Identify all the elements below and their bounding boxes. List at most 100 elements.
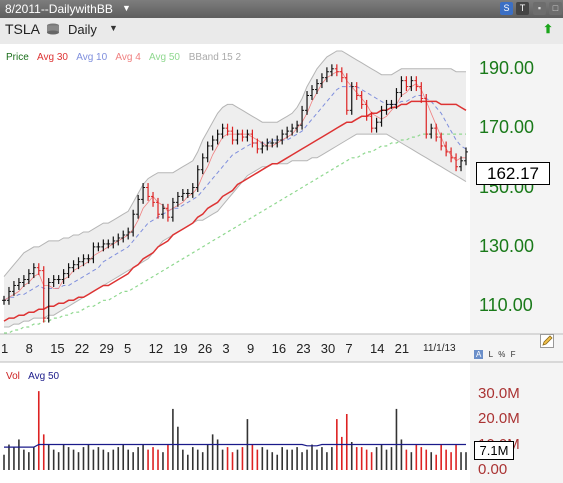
price-bar xyxy=(6,286,11,305)
t-icon[interactable]: T xyxy=(516,2,529,15)
legend-vol[interactable]: Vol xyxy=(6,371,20,382)
price-bar xyxy=(285,126,290,139)
price-bar xyxy=(379,105,384,127)
scale-toggle-a[interactable]: A xyxy=(474,350,484,359)
price-bar xyxy=(384,99,389,115)
price-bar xyxy=(156,197,160,219)
price-bar xyxy=(240,129,245,142)
legend-bband[interactable]: BBand 15 2 xyxy=(188,52,242,63)
window-titlebar: 8/2011--DailywithBB ▼ S T ▪ □ xyxy=(0,0,563,18)
legend-vol-avg[interactable]: Avg 50 xyxy=(28,371,60,382)
price-bar xyxy=(235,129,240,145)
price-bar xyxy=(165,203,170,222)
price-bar xyxy=(399,76,404,97)
scale-toggle-f[interactable]: F xyxy=(510,350,516,359)
price-bar xyxy=(305,91,310,115)
volume-tick-label: 20.0M xyxy=(478,410,520,428)
price-bar xyxy=(51,275,56,287)
pencil-icon[interactable] xyxy=(540,334,554,348)
volume-axis-panel xyxy=(470,362,563,483)
price-bar xyxy=(265,138,270,151)
bband-lower-line xyxy=(4,133,467,328)
price-bar xyxy=(349,82,354,115)
price-tick-label: 170.00 xyxy=(479,117,535,138)
symbol-field[interactable]: TSLA xyxy=(5,21,41,37)
price-bar xyxy=(359,91,364,109)
price-bar xyxy=(329,64,334,77)
scale-toggle-percent[interactable]: % xyxy=(498,350,506,359)
price-bar xyxy=(190,183,195,198)
legend-avg4[interactable]: Avg 4 xyxy=(115,52,141,63)
price-bar xyxy=(245,129,250,142)
price-bar xyxy=(369,111,374,133)
last-date-label: 11/1/13 xyxy=(423,343,456,354)
s-icon[interactable]: S xyxy=(500,2,513,15)
date-tick-label: 26 xyxy=(197,341,213,356)
price-bar xyxy=(106,239,111,249)
price-bar xyxy=(146,183,151,201)
legend-price[interactable]: Price xyxy=(6,52,29,63)
date-tick-label: 3 xyxy=(222,341,230,356)
price-bar xyxy=(255,138,260,154)
price-bar xyxy=(290,123,295,136)
price-bar xyxy=(180,189,185,201)
price-bar xyxy=(459,156,464,172)
price-bar xyxy=(364,99,369,121)
legend-avg50[interactable]: Avg 50 xyxy=(149,52,180,63)
date-tick-label: 16 xyxy=(271,341,287,356)
scale-toggle-l[interactable]: L xyxy=(488,350,494,359)
price-bar xyxy=(96,242,101,252)
date-tick-label: 29 xyxy=(99,341,114,356)
price-bar xyxy=(200,153,205,175)
up-arrow-icon: ⬆ xyxy=(543,22,554,36)
price-bar xyxy=(439,132,444,151)
period-selector[interactable]: Daily xyxy=(68,22,97,37)
price-bar xyxy=(76,257,81,270)
price-bar xyxy=(160,203,165,219)
volume-tick-label: 30.0M xyxy=(478,384,520,402)
legend-avg30[interactable]: Avg 30 xyxy=(37,52,68,63)
price-bar xyxy=(11,281,16,296)
price-bar xyxy=(230,126,235,145)
price-bar xyxy=(310,85,314,100)
price-legend: Price Avg 30 Avg 10 Avg 4 Avg 50 BBand 1… xyxy=(6,52,247,63)
price-bar xyxy=(56,275,61,284)
price-bar xyxy=(419,82,424,103)
price-tick-label: 130.00 xyxy=(479,235,535,256)
price-tick-label: 110.00 xyxy=(479,295,533,316)
price-bar xyxy=(225,123,230,136)
price-bar xyxy=(394,88,399,109)
window-icon[interactable]: □ xyxy=(549,2,562,15)
price-bar xyxy=(409,76,414,92)
price-bar xyxy=(21,275,26,287)
price-bar xyxy=(389,99,394,109)
database-icon[interactable] xyxy=(46,23,60,35)
date-tick-label: 23 xyxy=(296,341,311,356)
price-bar xyxy=(101,239,106,252)
avg4-line xyxy=(3,71,466,301)
price-bar xyxy=(86,254,91,264)
price-bar xyxy=(314,79,319,95)
price-bar xyxy=(46,278,51,323)
price-bar xyxy=(215,129,220,145)
price-axis-panel xyxy=(470,44,563,334)
date-tick-label: 7 xyxy=(345,341,353,356)
volume-panel xyxy=(0,362,470,483)
period-dropdown-icon[interactable]: ▼ xyxy=(109,23,118,33)
price-bar xyxy=(344,73,349,115)
price-bar xyxy=(116,233,121,246)
legend-avg10[interactable]: Avg 10 xyxy=(76,52,108,63)
price-bar xyxy=(141,183,146,204)
price-bar xyxy=(26,269,31,284)
price-bar xyxy=(260,141,265,154)
avg10-line xyxy=(3,86,467,301)
price-bar xyxy=(295,120,300,133)
date-tick-label: 9 xyxy=(247,341,255,356)
scale-toggles: A L % F xyxy=(474,350,519,359)
last-volume-box: 7.1M xyxy=(474,441,514,460)
save-icon[interactable]: ▪ xyxy=(533,2,546,15)
price-bar xyxy=(16,278,21,290)
title-dropdown-icon[interactable]: ▼ xyxy=(122,3,131,13)
price-bar xyxy=(220,123,225,139)
